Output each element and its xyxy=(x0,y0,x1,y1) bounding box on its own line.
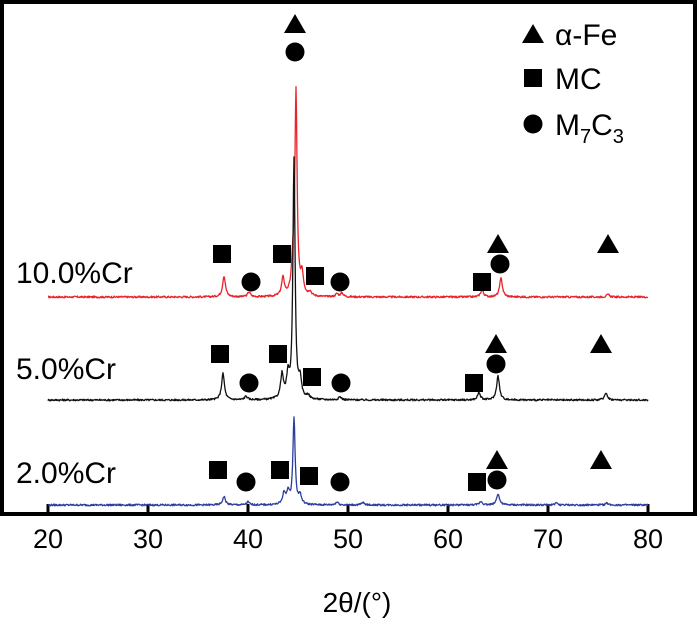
marker-circle xyxy=(490,254,510,274)
x-tick-label: 20 xyxy=(33,524,63,554)
diffraction-traces xyxy=(47,85,649,507)
trace-2 xyxy=(47,416,649,507)
series-label: 10.0%Cr xyxy=(16,257,133,290)
legend-label: M7C3 xyxy=(555,109,624,148)
x-tick-label: 40 xyxy=(233,524,263,554)
marker-triangle xyxy=(590,450,612,469)
marker-circle xyxy=(486,354,506,374)
marker-triangle xyxy=(486,450,508,469)
marker-circle xyxy=(331,373,351,393)
marker-square xyxy=(473,273,491,291)
phase-markers xyxy=(209,14,619,492)
marker-circle xyxy=(239,373,259,393)
marker-square xyxy=(271,461,289,479)
marker-square xyxy=(300,467,318,485)
trace-1 xyxy=(47,156,649,402)
legend-circle-icon xyxy=(523,114,543,134)
marker-square xyxy=(273,245,291,263)
marker-square xyxy=(306,267,324,285)
marker-circle xyxy=(236,472,256,492)
x-tick-label: 70 xyxy=(533,524,563,554)
marker-circle xyxy=(487,470,507,490)
legend-triangle-icon xyxy=(522,24,544,43)
legend-square-icon xyxy=(524,69,542,87)
marker-triangle xyxy=(284,14,306,33)
marker-circle xyxy=(330,272,350,292)
x-axis-title: 2θ/(°) xyxy=(323,587,392,618)
trace-0 xyxy=(47,85,649,299)
x-tick-label: 50 xyxy=(333,524,363,554)
marker-circle xyxy=(241,272,261,292)
legend-label-sub: 3 xyxy=(613,126,624,148)
legend-label-sub: 7 xyxy=(580,126,591,148)
legend-label-part: M xyxy=(555,109,580,142)
marker-triangle xyxy=(485,334,507,353)
series-label: 5.0%Cr xyxy=(16,353,116,386)
legend-label: α-Fe xyxy=(555,19,617,52)
marker-triangle xyxy=(487,234,509,253)
legend-label-part: C xyxy=(591,109,613,142)
x-tick-label: 60 xyxy=(433,524,463,554)
marker-square xyxy=(468,473,486,491)
marker-square xyxy=(303,368,321,386)
marker-square xyxy=(209,461,227,479)
x-tick-label: 80 xyxy=(633,524,663,554)
x-tick-label: 30 xyxy=(133,524,163,554)
marker-square xyxy=(269,345,287,363)
marker-square xyxy=(213,245,231,263)
x-axis-ticks: 20 30 40 50 60 70 80 xyxy=(33,504,663,554)
marker-circle xyxy=(330,472,350,492)
marker-circle xyxy=(285,42,305,62)
marker-square xyxy=(465,374,483,392)
marker-square xyxy=(211,345,229,363)
marker-triangle xyxy=(590,334,612,353)
series-labels: 10.0%Cr 5.0%Cr 2.0%Cr xyxy=(16,257,133,490)
series-label: 2.0%Cr xyxy=(16,457,116,490)
legend-label: MC xyxy=(555,63,602,96)
marker-triangle xyxy=(597,234,619,253)
